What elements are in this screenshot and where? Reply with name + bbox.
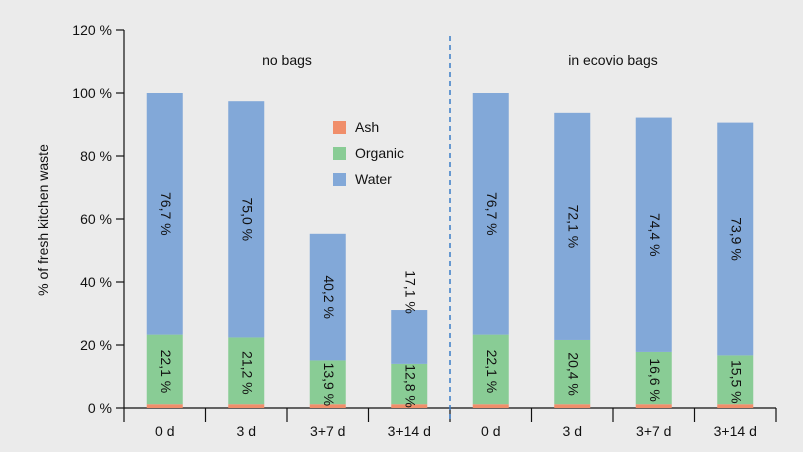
- bar-organic: [146, 334, 183, 405]
- bar-label-organic: 16,6 %: [647, 358, 663, 402]
- x-tick-label: 3+14 d: [714, 423, 757, 439]
- group-label: no bags: [262, 52, 312, 68]
- bar-water: [146, 93, 183, 335]
- legend-label-ash: Ash: [355, 119, 379, 135]
- bar-label-water: 40,2 %: [321, 275, 337, 319]
- bar-water: [554, 112, 591, 340]
- bar-label-organic: 15,5 %: [729, 360, 745, 404]
- bar-label-organic: 13,9 %: [321, 363, 337, 407]
- legend-swatch-water: [333, 173, 346, 186]
- legend-swatch-organic: [333, 147, 346, 160]
- x-tick-label: 3 d: [563, 423, 582, 439]
- bar-labels: 22,1 % 76,7 % 21,2 % 75,0 % 13,9 % 40,2 % 12,8…: [158, 192, 745, 408]
- bar-ash: [554, 404, 591, 408]
- y-tick-label: 0 %: [88, 400, 112, 416]
- bar-ash: [309, 404, 346, 408]
- x-tick-label: 3+7 d: [310, 423, 345, 439]
- x-tick-label: 0 d: [155, 423, 174, 439]
- x-tick-label: 3+7 d: [636, 423, 671, 439]
- bar-organic: [635, 351, 672, 405]
- bar-water: [472, 93, 509, 335]
- x-tick-label: 3 d: [237, 423, 256, 439]
- bar-water: [228, 101, 265, 338]
- bar-label-water: 17,1 %: [403, 270, 419, 314]
- legend-label-organic: Organic: [355, 145, 404, 161]
- bar-organic: [717, 355, 754, 405]
- bar-label-organic: 22,1 %: [158, 350, 174, 394]
- bar-organic: [309, 360, 346, 405]
- bar-ash: [717, 404, 754, 408]
- y-tick-label: 80 %: [80, 148, 112, 164]
- bar-water: [309, 233, 346, 361]
- bar-ash: [635, 404, 672, 408]
- bar-label-water: 72,1 %: [566, 205, 582, 249]
- legend-swatch-ash: [333, 121, 346, 134]
- group-label: in ecovio bags: [568, 52, 658, 68]
- bar-water: [391, 310, 428, 364]
- x-tick-label: 0 d: [481, 423, 500, 439]
- bar-water: [635, 117, 672, 352]
- bar-label-water: 76,7 %: [158, 192, 174, 236]
- legend-label-water: Water: [355, 171, 392, 187]
- bar-organic: [391, 363, 428, 405]
- y-tick-label: 100 %: [72, 85, 112, 101]
- bar-label-water: 74,4 %: [647, 213, 663, 257]
- x-tick-label: 3+14 d: [388, 423, 431, 439]
- bars: [146, 93, 754, 408]
- bar-ash: [146, 404, 183, 408]
- legend: Ash Organic Water: [333, 119, 404, 187]
- bar-label-water: 76,7 %: [484, 192, 500, 236]
- bar-label-organic: 21,2 %: [240, 351, 256, 395]
- bar-label-water: 75,0 %: [240, 198, 256, 242]
- y-tick-label: 40 %: [80, 274, 112, 290]
- bar-ash: [472, 404, 509, 408]
- bar-label-water: 73,9 %: [729, 217, 745, 261]
- axes: 0 % 20 % 40 % 60 % 80 % 100 % 120 % 0 d 3 d 3+7 d…: [72, 22, 777, 439]
- bar-label-organic: 12,8 %: [403, 364, 419, 408]
- y-tick-label: 60 %: [80, 211, 112, 227]
- bar-label-organic: 22,1 %: [484, 350, 500, 394]
- bar-organic: [554, 339, 591, 405]
- bar-ash: [228, 404, 265, 408]
- y-axis-title: % of fresh kitchen waste: [35, 144, 51, 296]
- bar-organic: [228, 337, 265, 405]
- bar-ash: [391, 404, 428, 408]
- y-tick-label: 120 %: [72, 22, 112, 38]
- bar-organic: [472, 334, 509, 405]
- bar-water: [717, 122, 754, 356]
- y-tick-label: 20 %: [80, 337, 112, 353]
- bar-label-organic: 20,4 %: [566, 352, 582, 396]
